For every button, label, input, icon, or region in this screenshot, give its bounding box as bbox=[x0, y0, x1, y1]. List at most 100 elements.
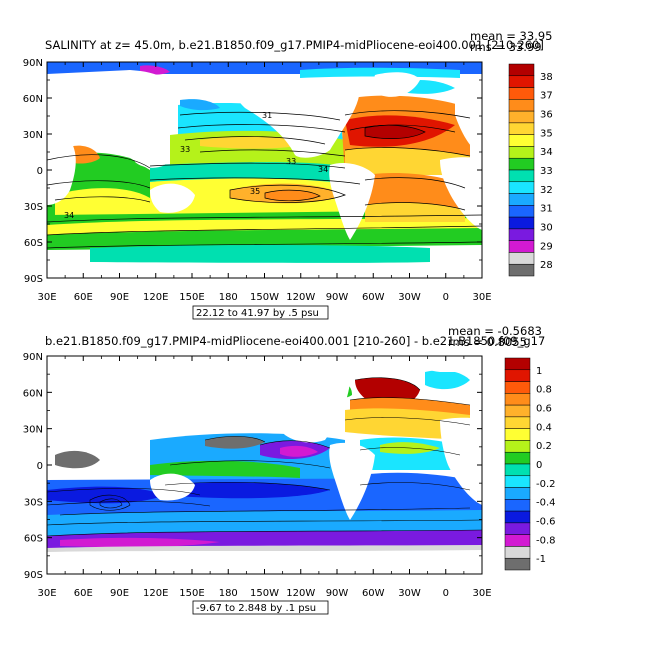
australia bbox=[150, 183, 195, 213]
x-tick-label: 0 bbox=[443, 292, 449, 303]
colorbar-label: 0.6 bbox=[536, 403, 552, 414]
x-tick-label: 60E bbox=[74, 588, 93, 599]
x-tick-label: 120W bbox=[286, 588, 315, 599]
antarctica bbox=[47, 550, 482, 574]
africa bbox=[440, 417, 482, 505]
greenland bbox=[374, 72, 420, 97]
panel-a-colorbar: 38 37 36 35 34 33 32 31 30 29 28 bbox=[508, 63, 553, 277]
europe-east bbox=[455, 96, 482, 155]
x-tick-label: 90W bbox=[326, 292, 349, 303]
y-tick-label: 0 bbox=[37, 461, 43, 472]
colorbar-swatch bbox=[504, 522, 531, 535]
indian-ocean-gray bbox=[55, 450, 100, 469]
x-tick-label: 150E bbox=[179, 588, 204, 599]
colorbar-swatch bbox=[508, 122, 535, 135]
x-tick-label: 90E bbox=[110, 292, 129, 303]
salinity-field: 31 33 33 34 35 34 bbox=[47, 62, 482, 278]
colorbar-label: 37 bbox=[540, 91, 553, 102]
x-tick-label: 0 bbox=[443, 588, 449, 599]
colorbar-label: 34 bbox=[540, 147, 553, 158]
colorbar-swatch bbox=[508, 99, 535, 112]
x-tick-label: 60W bbox=[362, 588, 385, 599]
y-tick-label: 30N bbox=[23, 425, 43, 436]
x-tick-label: 30E bbox=[472, 292, 491, 303]
colorbar-label: -0.6 bbox=[536, 517, 556, 528]
colorbar-swatch bbox=[504, 404, 531, 418]
colorbar-swatch bbox=[508, 193, 535, 206]
colorbar-swatch bbox=[504, 499, 531, 512]
y-tick-label: 60N bbox=[23, 94, 43, 105]
antarctic-cyan bbox=[90, 245, 430, 264]
colorbar-swatch bbox=[508, 216, 535, 230]
y-tick-label: 60S bbox=[24, 534, 43, 545]
y-tick-label: 30N bbox=[23, 130, 43, 141]
colorbar-swatch bbox=[504, 557, 531, 571]
x-tick-label: 30E bbox=[37, 588, 56, 599]
colorbar-swatch bbox=[504, 428, 531, 441]
north-america bbox=[230, 375, 350, 443]
colorbar-label: -0.8 bbox=[536, 535, 556, 546]
y-tick-label: 30S bbox=[24, 202, 43, 213]
pacific-magenta bbox=[280, 445, 318, 457]
equatorial-pacific bbox=[150, 162, 345, 182]
contour-label: 34 bbox=[64, 211, 74, 220]
x-tick-label: 30W bbox=[398, 588, 421, 599]
y-tick-label: 30S bbox=[24, 497, 43, 508]
colorbar-swatch bbox=[504, 381, 531, 394]
colorbar-label: -1 bbox=[536, 554, 546, 565]
eurasia bbox=[47, 356, 482, 450]
panel-b-title: b.e21.B1850.f09_g17.PMIP4-midPliocene-eo… bbox=[45, 334, 545, 348]
y-tick-label: 60S bbox=[24, 238, 43, 249]
south-pacific-core bbox=[265, 190, 320, 201]
x-tick-label: 60W bbox=[362, 292, 385, 303]
y-tick-label: 90S bbox=[24, 274, 43, 285]
colorbar-swatch bbox=[504, 534, 531, 547]
colorbar-swatch bbox=[508, 181, 535, 194]
colorbar-swatch bbox=[504, 451, 531, 465]
panel-b-contour-info: -9.67 to 2.848 by .1 psu bbox=[196, 603, 316, 614]
x-tick-label: 150W bbox=[250, 588, 279, 599]
maritime-continent bbox=[135, 153, 165, 168]
colorbar-swatch bbox=[504, 463, 531, 477]
panel-b-info-box bbox=[192, 600, 329, 615]
north-america bbox=[229, 77, 360, 158]
colorbar-swatch bbox=[504, 440, 531, 453]
colorbar-label: 35 bbox=[540, 128, 553, 139]
contour-label: 35 bbox=[250, 187, 260, 196]
south-atlantic-blue bbox=[360, 472, 470, 510]
north-atlantic-yellow bbox=[345, 147, 470, 175]
panel-salinity: SALINITY at z= 45.0m, b.e21.B1850.f09_g1… bbox=[23, 29, 553, 320]
colorbar-swatch bbox=[508, 87, 535, 100]
colorbar-swatch bbox=[508, 169, 535, 183]
panel-a-contour-info: 22.12 to 41.97 by .5 psu bbox=[196, 308, 319, 319]
africa-east bbox=[440, 157, 482, 230]
x-tick-label: 90W bbox=[326, 588, 349, 599]
antarctic-magenta bbox=[60, 537, 220, 548]
colorbar-label: 0.2 bbox=[536, 441, 552, 452]
colorbar-swatch bbox=[508, 157, 535, 171]
panel-a-axes: 30E 60E 90E 120E 150E 180 150W 120W 90W 60W 30W 0 30… bbox=[23, 58, 492, 303]
x-tick-label: 120E bbox=[143, 292, 168, 303]
colorbar-swatch bbox=[508, 205, 535, 218]
australia bbox=[150, 473, 195, 501]
south-america bbox=[329, 163, 375, 240]
colorbar-label: 38 bbox=[540, 72, 553, 83]
colorbar-swatch bbox=[504, 369, 531, 382]
colorbar-swatch bbox=[504, 357, 531, 371]
x-tick-label: 120E bbox=[143, 588, 168, 599]
colorbar-label: 29 bbox=[540, 241, 553, 252]
panel-difference: b.e21.B1850.f09_g17.PMIP4-midPliocene-eo… bbox=[23, 324, 556, 615]
panel-b-colorbar: 1 0.8 0.6 0.4 0.2 0 -0.2 -0.4 -0.6 -0.8 -1 bbox=[504, 357, 556, 571]
colorbar-swatch bbox=[508, 75, 535, 88]
south-pacific-dark bbox=[165, 482, 330, 499]
colorbar-swatch bbox=[508, 63, 535, 77]
colorbar-swatch bbox=[508, 252, 535, 265]
north-atlantic-yellow bbox=[345, 408, 470, 440]
colorbar-swatch bbox=[508, 110, 535, 124]
x-tick-label: 150E bbox=[179, 292, 204, 303]
contour-label: 34 bbox=[318, 165, 328, 174]
contour-label: 31 bbox=[262, 111, 272, 120]
colorbar-swatch bbox=[504, 393, 531, 406]
y-tick-label: 90N bbox=[23, 58, 43, 69]
colorbar-label: -0.2 bbox=[536, 479, 556, 490]
